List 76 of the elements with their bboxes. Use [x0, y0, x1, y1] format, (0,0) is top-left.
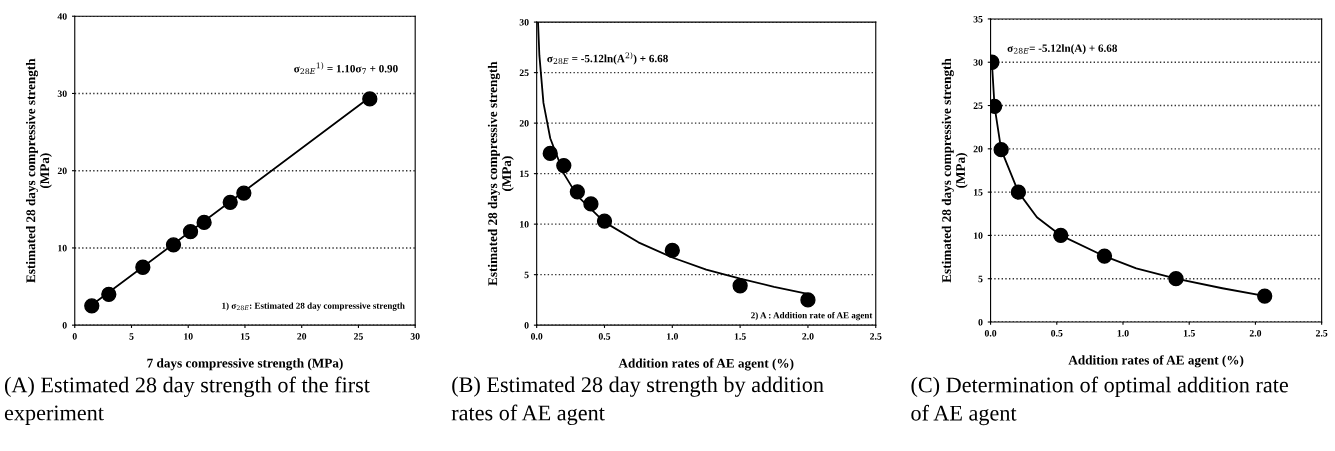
y-tick-label: 30 — [519, 19, 529, 26]
point — [101, 286, 117, 302]
point — [222, 194, 238, 211]
y-tick-label: 35 — [973, 15, 983, 23]
y-tick-label: 10 — [520, 221, 529, 228]
point — [196, 214, 212, 231]
text: (A) Estimated 28 day strength of the first experiment — [4, 376, 370, 425]
x-tick-label: 2.5 — [1315, 329, 1328, 337]
y-tick-label: 20 — [57, 167, 67, 175]
y-tick-label: 5 — [524, 271, 529, 279]
x-tick-label: 0.0 — [530, 333, 543, 340]
y-tick-label: 40 — [57, 13, 67, 20]
y-tick-label: 15 — [520, 170, 529, 178]
x-tick-label: 0.5 — [598, 333, 611, 340]
text: (C) Determination of optimal addition rate of AE agent — [911, 376, 1288, 426]
x-tick-label: 2.0 — [1249, 329, 1262, 337]
y-axis-title: Estimated 28 days compressive strength (MPa) — [25, 58, 52, 283]
y-axis-title: Estimated 28 days compressive strength (MPa) — [941, 58, 968, 283]
annotation: σ$_{28E}$$^{1)}$ = 1.10σ$_{7}$ + 0.90 — [294, 62, 398, 75]
x-tick-label: 30 — [410, 333, 420, 340]
point — [800, 292, 816, 308]
point — [135, 259, 151, 275]
y-tick-label: 30 — [57, 90, 67, 97]
point — [1168, 271, 1184, 287]
x-tick-label: 1.5 — [1183, 329, 1195, 337]
annotation: σ$_{28E}$ = -5.12ln(A$^{2)}$) + 6.68 — [547, 52, 668, 65]
point — [1053, 227, 1069, 244]
x-tick-label: 0.0 — [984, 329, 997, 337]
y-tick-label: 10 — [973, 232, 983, 239]
annotation: 1) σ$_{28E}$: Estimated 28 day compressive strength — [222, 302, 405, 311]
y-tick-label: 0 — [524, 322, 529, 329]
point — [732, 278, 748, 294]
point — [84, 298, 100, 314]
y-tick-label: 25 — [519, 69, 529, 77]
x-tick-label: 10 — [184, 333, 193, 340]
point — [1096, 248, 1113, 264]
point — [569, 184, 586, 200]
y-tick-label: 0 — [62, 322, 67, 329]
point — [542, 145, 558, 162]
annotation: σ$_{28E}$= -5.12ln(A) + 6.68 — [1007, 44, 1118, 55]
y-tick-label: 10 — [58, 244, 67, 252]
point — [993, 142, 1009, 158]
y-tick-label: 25 — [973, 102, 983, 109]
annotation: 2) A : Addition rate of AE agent — [751, 311, 873, 321]
y-tick-label: 15 — [973, 189, 983, 196]
x-tick-label: 20 — [297, 333, 307, 340]
point — [165, 237, 182, 253]
x-tick-label: 0 — [72, 333, 77, 340]
x-tick-label: 0.5 — [1051, 329, 1063, 337]
point — [182, 224, 199, 240]
x-axis-title: Addition rates of AE agent (%) — [1068, 355, 1244, 368]
point — [583, 196, 599, 212]
x-tick-label: 2.0 — [802, 333, 814, 340]
point — [236, 185, 252, 201]
y-tick-label: 20 — [519, 120, 529, 127]
y-tick-label: 5 — [978, 275, 983, 283]
y-axis-title: Estimated 28 days compressive strength (MPa) — [487, 61, 514, 286]
y-tick-label: 20 — [973, 145, 983, 153]
x-axis-title: 7 days compressive strength (MPa) — [147, 358, 343, 371]
point — [362, 91, 378, 107]
point — [556, 157, 572, 174]
x-tick-label: 1.5 — [734, 333, 746, 340]
x-tick-label: 2.5 — [870, 333, 882, 340]
x-tick-label: 5 — [129, 333, 134, 340]
point — [664, 242, 680, 259]
point — [596, 213, 613, 229]
y-tick-label: 0 — [978, 318, 983, 326]
x-tick-label: 1.0 — [667, 333, 679, 340]
x-tick-label: 1.0 — [1117, 329, 1129, 337]
x-axis-title: Addition rates of AE agent (%) — [618, 358, 794, 371]
y-tick-label: 30 — [973, 59, 983, 66]
text: (B) Estimated 28 day strength by addition rates of AE agent — [451, 376, 824, 426]
point — [1257, 288, 1273, 304]
x-tick-label: 25 — [354, 333, 363, 340]
point — [1010, 184, 1027, 200]
x-tick-label: 15 — [240, 333, 250, 340]
